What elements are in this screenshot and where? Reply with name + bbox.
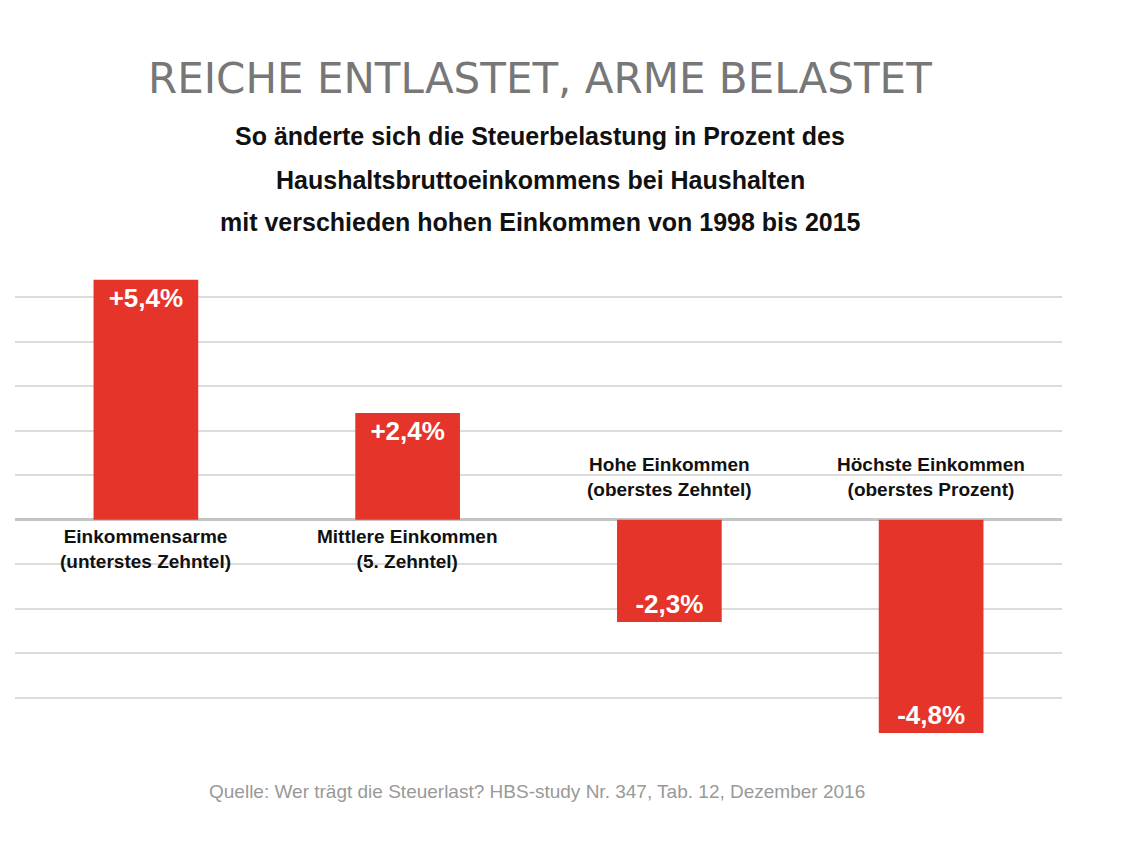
svg-text:Mittlere Einkommen(5. Zehntel): Mittlere Einkommen(5. Zehntel) (317, 526, 498, 572)
svg-text:-4,8%: -4,8% (897, 700, 965, 730)
svg-text:-2,3%: -2,3% (635, 589, 703, 619)
svg-text:Einkommensarme(unterstes Zehnt: Einkommensarme(unterstes Zehntel) (60, 526, 231, 572)
svg-text:+2,4%: +2,4% (370, 416, 444, 446)
svg-text:Quelle: Wer trägt die Steuerla: Quelle: Wer trägt die Steuerlast? HBS-st… (209, 781, 865, 802)
svg-text:+5,4%: +5,4% (109, 283, 183, 313)
svg-text:Hohe Einkommen(oberstes Zehnte: Hohe Einkommen(oberstes Zehntel) (587, 454, 752, 500)
svg-text:mit verschieden hohen Einkomme: mit verschieden hohen Einkommen von 1998… (220, 208, 861, 236)
svg-text:So änderte sich die Steuerbela: So änderte sich die Steuerbelastung in P… (235, 122, 845, 150)
svg-text:REICHE ENTLASTET, ARME BELASTE: REICHE ENTLASTET, ARME BELASTET (148, 54, 932, 103)
svg-text:Haushaltsbruttoeinkommens bei: Haushaltsbruttoeinkommens bei Haushalten (276, 166, 805, 194)
svg-text:Höchste Einkommen(oberstes Pro: Höchste Einkommen(oberstes Prozent) (837, 454, 1025, 500)
